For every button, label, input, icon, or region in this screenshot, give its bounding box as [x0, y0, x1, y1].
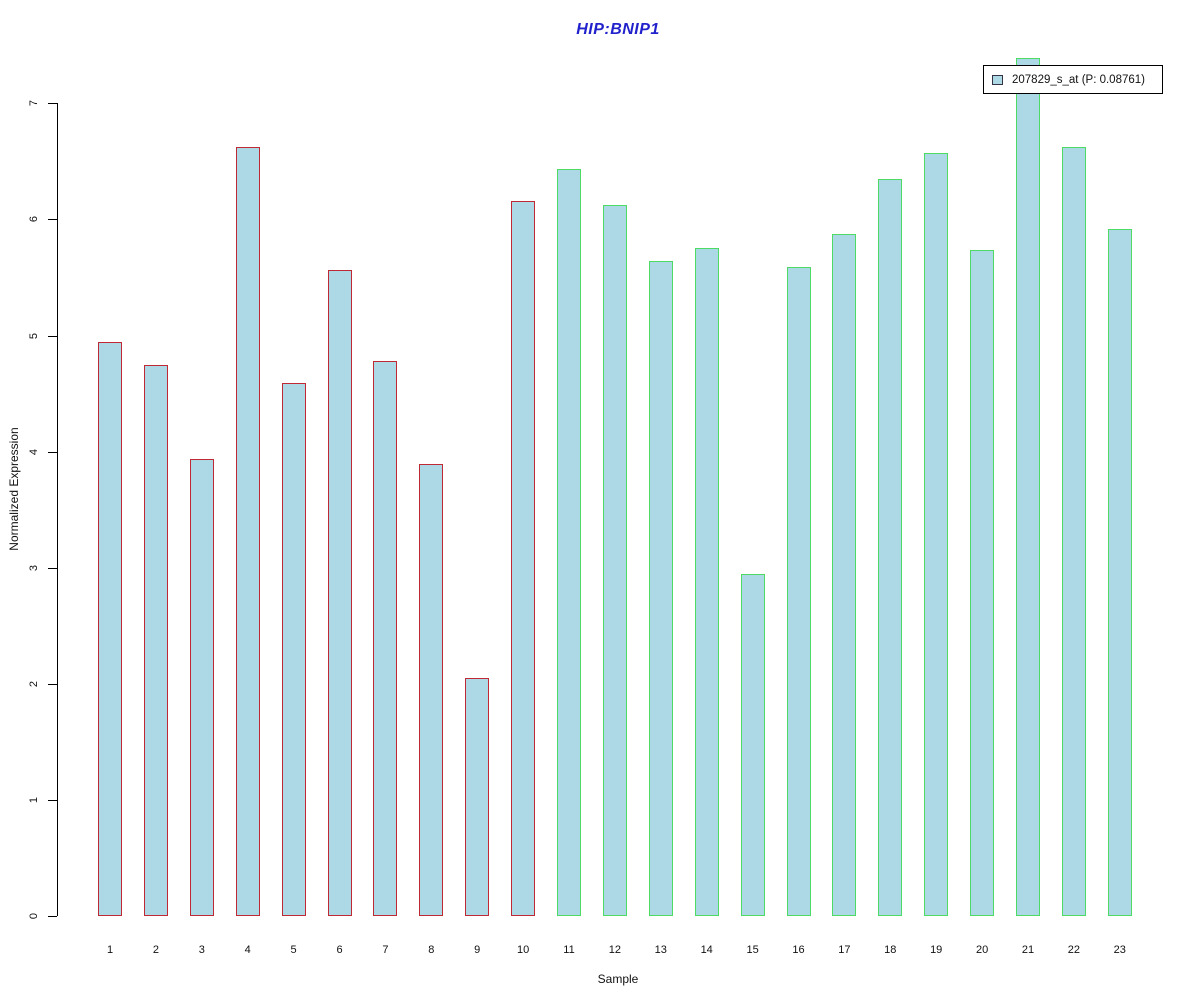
- x-axis-tick-label: 17: [838, 944, 851, 956]
- legend-label: 207829_s_at (P: 0.08761): [1012, 73, 1145, 86]
- x-axis-tick-label: 2: [152, 944, 159, 956]
- x-axis-tick-label: 9: [474, 944, 481, 956]
- x-axis-tick-label: 16: [792, 944, 805, 956]
- bar-sample-23: [1107, 228, 1132, 916]
- x-axis-tick-label: 1: [106, 944, 114, 956]
- y-axis-tick-label: 4: [28, 448, 40, 455]
- x-axis-tick-label: 12: [608, 944, 622, 956]
- y-axis-tick-label: 2: [28, 680, 40, 687]
- legend: 207829_s_at (P: 0.08761): [983, 65, 1163, 94]
- y-axis-tick: [48, 335, 57, 337]
- x-axis-tick-label: 3: [198, 944, 205, 956]
- bar-sample-21: [1016, 58, 1040, 916]
- bar-sample-20: [970, 249, 995, 916]
- bar-sample-13: [648, 261, 673, 916]
- bar-sample-19: [924, 153, 949, 916]
- x-axis-tick-label: 10: [516, 944, 530, 956]
- x-axis-tick-label: 7: [382, 944, 389, 956]
- x-axis-tick-label: 5: [290, 944, 297, 956]
- bar-sample-4: [235, 147, 260, 916]
- x-axis-tick-label: 23: [1113, 944, 1126, 956]
- bar-sample-5: [281, 383, 306, 916]
- x-axis-tick-label: 6: [336, 944, 343, 956]
- chart-title: HIP:BNIP1: [576, 21, 660, 38]
- y-axis-tick-label: 3: [28, 564, 40, 571]
- x-axis-tick-label: 13: [654, 944, 667, 956]
- y-axis-tick-label: 5: [28, 332, 40, 339]
- x-axis-title: Sample: [597, 972, 639, 986]
- bar-sample-1: [98, 342, 122, 916]
- y-axis-tick-label: 6: [28, 216, 40, 223]
- y-axis-tick: [48, 451, 57, 453]
- y-axis-tick: [48, 103, 57, 105]
- x-axis-tick-label: 20: [975, 944, 989, 956]
- y-axis-tick: [48, 799, 57, 801]
- y-axis-tick-label: 0: [28, 912, 40, 920]
- bar-sample-11: [557, 169, 581, 916]
- bar-sample-16: [786, 267, 811, 916]
- x-axis-tick-label: 22: [1067, 944, 1081, 956]
- bar-sample-18: [878, 178, 903, 916]
- y-axis-tick: [48, 567, 57, 569]
- y-axis-tick: [48, 916, 57, 917]
- bar-sample-9: [465, 677, 490, 916]
- bar-sample-14: [694, 248, 719, 916]
- y-axis-tick-label: 1: [28, 796, 40, 803]
- x-axis-tick-label: 14: [700, 944, 713, 956]
- x-axis-tick-label: 15: [746, 944, 759, 956]
- y-axis-tick: [48, 219, 57, 221]
- bar-sample-15: [740, 573, 765, 916]
- bar-sample-22: [1061, 147, 1086, 916]
- x-axis-tick-label: 21: [1021, 944, 1035, 956]
- y-axis-tick-label: 7: [28, 100, 40, 107]
- x-axis-tick-label: 4: [244, 944, 251, 956]
- bar-sample-7: [373, 361, 398, 916]
- bar-sample-12: [602, 205, 627, 916]
- x-axis-tick-label: 18: [884, 944, 897, 956]
- legend-swatch-icon: [992, 74, 1003, 85]
- x-axis-tick-label: 19: [930, 944, 943, 956]
- bar-sample-17: [832, 234, 857, 916]
- bar-sample-3: [189, 458, 214, 916]
- bar-sample-10: [511, 200, 536, 916]
- x-axis-tick-label: 8: [428, 944, 435, 956]
- bar-sample-6: [327, 270, 352, 916]
- y-axis-line: [57, 103, 58, 916]
- bar-sample-2: [143, 364, 168, 916]
- bar-sample-8: [419, 464, 444, 916]
- y-axis-tick: [48, 683, 57, 685]
- x-axis-tick-label: 11: [563, 944, 575, 956]
- y-axis-title: Normalized Expression: [7, 427, 21, 551]
